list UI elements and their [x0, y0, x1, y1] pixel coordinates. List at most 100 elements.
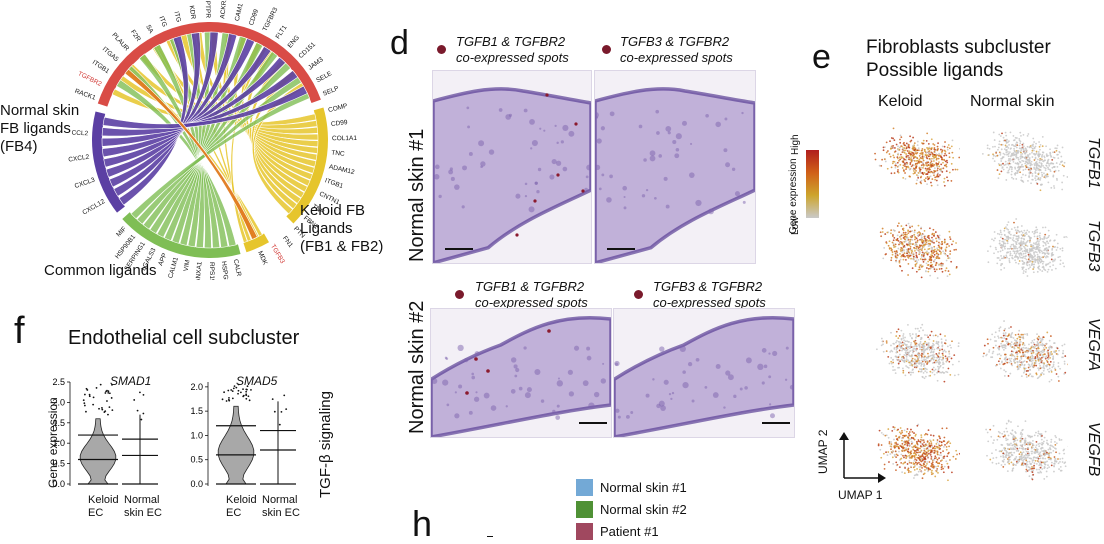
- chord-label-common-gene: VIM: [183, 259, 192, 272]
- violin-y-tick-label: 0.5: [190, 455, 203, 465]
- panel-letter-e: e: [812, 40, 831, 74]
- chord-label-common-gene: APP: [157, 252, 168, 267]
- violin2-group2-label: Normalskin EC: [262, 494, 300, 520]
- violin-outlier-dot: [222, 398, 224, 400]
- umap-keloid-vegfa: [864, 312, 960, 400]
- legend-swatch-patient-1: [576, 523, 593, 540]
- legend-swatch-normal-skin-1: [576, 479, 593, 496]
- violin-outlier-dot: [108, 390, 110, 392]
- chord-label-receptor: ENG: [287, 34, 301, 49]
- violin-outlier-dot: [232, 398, 234, 400]
- chord-label-normal-gene: CXCL3: [74, 176, 96, 190]
- umap-normal-vegfa: [972, 312, 1068, 400]
- violin-outlier-dot: [100, 384, 102, 386]
- chord-label-receptor: PLAUR: [110, 32, 130, 53]
- violin-outlier-dot: [111, 397, 113, 399]
- violin-outlier-dot: [104, 392, 106, 394]
- chord-label-receptor: ITGB1: [91, 59, 111, 75]
- panel-letter-f: f: [14, 312, 25, 350]
- violin-outlier-dot: [249, 399, 251, 401]
- violin-outlier-dot: [233, 387, 235, 389]
- umap-normal-tgfb1: [972, 118, 1068, 206]
- column-header-normal-skin: Normal skin: [970, 93, 1054, 110]
- spot-marker-dot: [437, 45, 446, 54]
- chord-label-receptor: ITG: [172, 11, 182, 23]
- violin1-group1-label: KeloidEC: [88, 494, 119, 520]
- histology-image-normal-2-tgfb1: [430, 308, 612, 438]
- violin-y-tick-label: 1.0: [190, 430, 203, 440]
- violin-outlier-dot: [98, 408, 100, 410]
- spot-marker-dot: [634, 290, 643, 299]
- violin-outlier-dot: [228, 399, 230, 401]
- violin-outlier-dot: [137, 410, 139, 412]
- chord-label-receptor: SELP: [322, 85, 340, 98]
- chord-label-receptor: KDR: [188, 5, 197, 20]
- chord-label-common-gene: MIF: [115, 225, 128, 238]
- violin-outlier-dot: [230, 389, 232, 391]
- chord-label-receptor: SELE: [315, 70, 334, 84]
- violin2-group1-label: KeloidEC: [226, 494, 257, 520]
- panel-letter-h: h: [412, 506, 432, 542]
- umap-keloid-tgfb1: [864, 118, 960, 206]
- expression-colorbar: [806, 150, 819, 218]
- row-label-normal-skin-1: Normal skin #1: [406, 129, 429, 262]
- chord-label-normal-gene: CXCL12: [81, 198, 106, 217]
- colorbar-high-label: High: [790, 134, 801, 155]
- keloid-fb-ligands-label: Keloid FB Ligands (FB1 & FB2): [300, 202, 383, 256]
- violin-keloid-ec: [218, 406, 254, 484]
- violin-outlier-dot: [141, 419, 143, 421]
- chord-label-receptor: JAM3: [307, 56, 325, 72]
- chord-label-keloid-gene: ADAM12: [328, 164, 355, 177]
- chord-label-keloid-gene: COMP: [328, 103, 349, 115]
- caption-d3: TGFB1 & TGFBR2co-expressed spots: [475, 279, 588, 311]
- violin-outlier-dot: [143, 394, 145, 396]
- chord-label-receptor: ACKR1: [219, 0, 228, 19]
- violin-outlier-dot: [237, 393, 239, 395]
- violin-outlier-dot: [243, 395, 245, 397]
- panel-e-title: Fibroblasts subclusterPossible ligands: [866, 36, 1051, 82]
- gene-label-vegfa: VEGFA: [1084, 318, 1102, 371]
- chord-label-receptor: RACK1: [74, 88, 97, 102]
- violin1-group2-label: Normalskin EC: [124, 494, 162, 520]
- violin-outlier-dot: [106, 400, 108, 402]
- spot-marker-dot: [455, 290, 464, 299]
- chord-label-keloid-gene: MDK: [256, 250, 269, 267]
- gene-label-tgfb1: TGFB1: [1084, 137, 1102, 189]
- caption-d4: TGFB3 & TGFBR2co-expressed spots: [653, 279, 766, 311]
- co-expressed-spot: [574, 122, 577, 125]
- violin-outlier-dot: [285, 408, 287, 410]
- violin-outlier-dot: [227, 390, 229, 392]
- violin-outlier-dot: [101, 407, 103, 409]
- umap-keloid-tgfb3: [864, 207, 960, 295]
- violin-outlier-dot: [83, 402, 85, 404]
- legend-label-normal-skin-1: Normal skin #1: [600, 479, 687, 496]
- gene-label-vegfb: VEGFB: [1084, 422, 1102, 476]
- violin-outlier-dot: [281, 411, 283, 413]
- chord-label-receptor: F2R: [129, 29, 142, 43]
- chord-label-receptor: ITGA5: [101, 46, 120, 64]
- gene-label-tgfb3: TGFB3: [1084, 220, 1102, 272]
- violin-outlier-dot: [105, 390, 107, 392]
- violin-outlier-dot: [93, 396, 95, 398]
- umap-y-label: UMAP 2: [816, 430, 830, 474]
- chord-label-receptor: TGFBR2: [77, 70, 103, 88]
- violin-chart-smad5: 0.00.51.01.52.0: [190, 382, 296, 489]
- chord-label-receptor: FLT1: [275, 24, 289, 40]
- panel-f-title: Endothelial cell subcluster: [68, 330, 299, 347]
- violin-gene-smad1: SMAD1: [110, 373, 151, 390]
- chord-label-keloid-gene: COL1A1: [332, 135, 357, 142]
- violin-outlier-dot: [109, 392, 111, 394]
- violin-outlier-dot: [272, 398, 274, 400]
- normal-fb-ligands-label: Normal skin FB ligands (FB4): [0, 102, 79, 156]
- chord-label-common-gene: RPS19: [208, 262, 215, 280]
- violin-ylabel: Gene expression: [46, 397, 60, 488]
- chord-label-keloid-gene: TNC: [331, 149, 345, 157]
- chord-label-keloid-gene: TGFB3: [269, 243, 286, 265]
- umap-normal-vegfb: [972, 410, 1068, 498]
- chord-label-common-gene: ANXA1: [195, 261, 204, 280]
- chord-label-common-gene: HSPG2: [220, 261, 229, 280]
- violin-y-tick-label: 2.0: [190, 382, 203, 392]
- violin-outlier-dot: [84, 394, 86, 396]
- violin-outlier-dot: [92, 404, 94, 406]
- chord-label-receptor: TGFBR3: [262, 6, 280, 32]
